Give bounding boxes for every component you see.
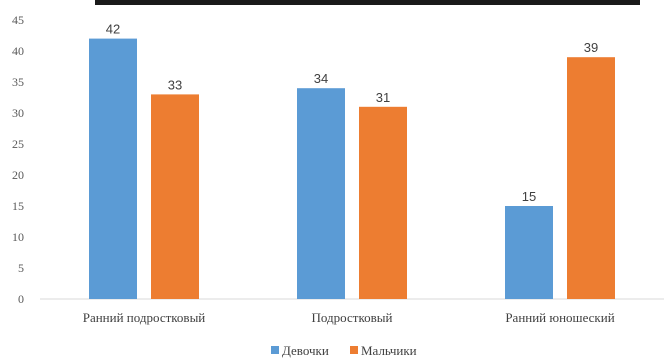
bars-group <box>89 38 615 300</box>
legend: Девочки Мальчики <box>271 343 417 358</box>
legend-label: Девочки <box>282 343 329 358</box>
data-label: 31 <box>376 90 390 105</box>
legend-swatch-boys <box>350 346 358 354</box>
y-tick-label: 40 <box>12 44 24 58</box>
y-tick-label: 10 <box>12 230 24 244</box>
bar-girls-0 <box>89 38 137 299</box>
y-tick-label: 20 <box>12 168 24 182</box>
data-label: 15 <box>522 189 536 204</box>
data-label: 39 <box>584 40 598 55</box>
legend-label: Мальчики <box>361 343 417 358</box>
y-tick-label: 35 <box>12 75 24 89</box>
category-label: Подростковый <box>312 310 393 325</box>
bar-boys-0 <box>151 94 199 300</box>
data-labels-group: 42 33 34 31 15 39 <box>106 22 598 204</box>
y-tick-label: 0 <box>18 292 24 306</box>
category-labels: Ранний подростковый Подростковый Ранний юн… <box>83 310 615 325</box>
bar-girls-2 <box>505 206 553 299</box>
data-label: 34 <box>314 71 328 86</box>
y-tick-label: 5 <box>18 261 24 275</box>
legend-swatch-girls <box>271 346 279 354</box>
y-axis: 0 5 10 15 20 25 30 35 40 45 <box>12 13 24 306</box>
category-label: Ранний подростковый <box>83 310 206 325</box>
cropped-title-strip <box>95 0 640 5</box>
bar-boys-1 <box>359 106 407 299</box>
bar-girls-1 <box>297 88 345 299</box>
category-label: Ранний юношеский <box>505 310 614 325</box>
data-label: 33 <box>168 77 182 92</box>
y-tick-label: 30 <box>12 106 24 120</box>
y-tick-label: 15 <box>12 199 24 213</box>
y-tick-label: 25 <box>12 137 24 151</box>
bar-boys-2 <box>567 57 615 300</box>
y-tick-label: 45 <box>12 13 24 27</box>
data-label: 42 <box>106 22 120 37</box>
